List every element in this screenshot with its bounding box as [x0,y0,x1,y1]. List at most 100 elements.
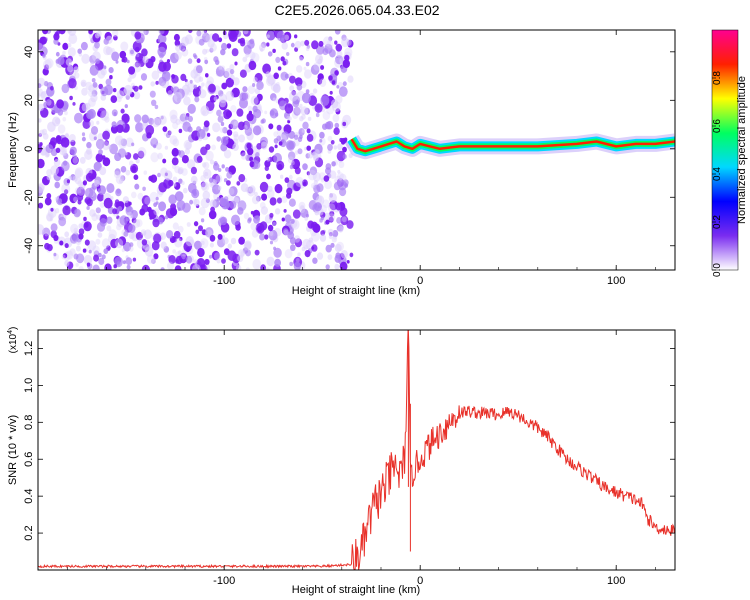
noise-point [152,218,160,228]
noise-point [190,69,198,79]
noise-point [306,44,310,49]
noise-point [225,167,230,172]
noise-point [90,93,98,103]
noise-point [56,136,62,143]
noise-point [62,50,66,56]
noise-point [84,150,93,160]
noise-point [329,170,337,179]
noise-point [133,91,141,100]
noise-point [226,180,231,186]
noise-point [306,171,311,176]
y-tick-label: 0.8 [23,415,35,430]
noise-point [238,174,246,183]
noise-point [69,146,77,156]
noise-point [200,240,205,246]
noise-point [135,231,143,241]
noise-point [299,103,303,108]
noise-point [316,252,324,260]
noise-point [125,169,131,176]
noise-point [215,174,223,183]
noise-point [83,216,87,222]
noise-point [247,105,253,112]
noise-point [209,242,214,248]
noise-point [249,38,255,45]
noise-point [72,102,76,106]
noise-point [259,181,269,193]
noise-point [128,224,136,233]
noise-point [268,229,278,241]
noise-point [177,250,182,255]
y-tick-label: 0.6 [23,452,35,467]
noise-point [331,236,337,243]
noise-point [218,185,222,191]
noise-point [272,97,276,102]
noise-point [266,157,271,162]
noise-point [276,197,283,204]
noise-point [38,83,42,89]
noise-point [97,193,104,202]
noise-point [244,241,252,250]
noise-point [227,243,232,249]
colorbar: 0.0 0.2 0.4 0.6 0.8 Normalized spectral ampl… [711,29,748,277]
noise-point [137,150,145,159]
noise-point [106,225,112,232]
noise-point [119,178,123,184]
noise-point [301,129,305,133]
noise-point [168,255,176,264]
noise-point [62,116,67,122]
noise-point [306,145,312,151]
noise-point [281,195,288,203]
noise-point [334,70,339,76]
noise-scatter [38,30,354,270]
noise-point [46,98,55,109]
noise-point [76,253,85,264]
noise-point [327,254,333,260]
noise-point [330,140,335,145]
noise-point [315,112,320,118]
noise-point [141,114,149,124]
noise-point [318,40,324,47]
noise-point [129,160,134,166]
noise-point [89,64,99,76]
noise-point [218,37,223,43]
noise-point [327,143,333,151]
noise-point [269,197,277,206]
noise-point [203,120,210,128]
noise-point [246,142,252,149]
noise-point [249,51,256,60]
noise-point [216,258,221,264]
noise-point [166,230,174,239]
noise-point [331,99,339,108]
noise-point [342,146,347,153]
noise-point [171,164,176,170]
noise-point [281,217,285,222]
noise-point [286,52,290,56]
noise-point [42,133,49,140]
noise-point [220,65,226,71]
noise-point [134,31,142,40]
noise-point [182,121,191,132]
noise-point [221,42,228,51]
noise-point [193,84,198,90]
noise-point [173,182,177,187]
colorbar-label: Normalized spectral amplitude [736,76,748,224]
noise-point [123,84,133,96]
noise-point [93,254,100,262]
snr-frame [37,329,676,571]
noise-point [122,260,126,265]
noise-point [103,45,111,56]
noise-point [247,85,256,95]
noise-point [160,241,167,249]
noise-point [341,37,350,48]
noise-point [51,105,59,114]
noise-point [290,244,296,252]
noise-point [288,198,296,207]
noise-point [299,205,306,214]
noise-point [225,77,234,88]
noise-point [150,136,157,144]
noise-point [198,225,203,232]
noise-point [142,56,149,64]
noise-point [165,132,171,138]
noise-point [253,77,258,83]
noise-point [236,108,244,117]
